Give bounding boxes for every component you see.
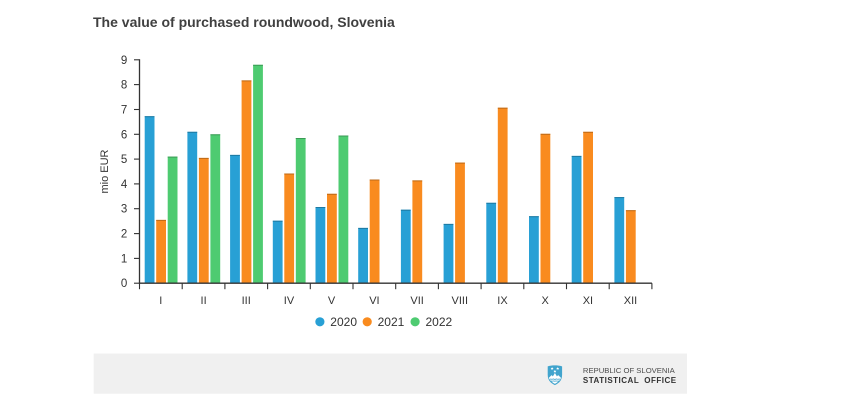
svg-text:VII: VII [410,295,423,307]
svg-text:5: 5 [121,154,127,166]
svg-text:II: II [201,295,207,307]
svg-text:REPUBLIC OF SLOVENIA: REPUBLIC OF SLOVENIA [583,366,676,375]
svg-text:6: 6 [121,129,127,141]
svg-text:1: 1 [121,253,127,265]
svg-text:4: 4 [121,179,128,191]
svg-text:2021: 2021 [378,315,405,329]
svg-text:IX: IX [497,295,508,307]
svg-text:mio EUR: mio EUR [99,149,111,193]
svg-text:VI: VI [369,295,379,307]
svg-text:3: 3 [121,204,127,216]
svg-text:2020: 2020 [330,315,357,329]
svg-text:0: 0 [121,278,127,290]
svg-text:I: I [159,295,162,307]
svg-text:2022: 2022 [426,315,453,329]
svg-text:VIII: VIII [452,295,469,307]
svg-text:7: 7 [121,105,127,117]
svg-text:XII: XII [624,295,637,307]
svg-text:XI: XI [583,295,593,307]
svg-text:2: 2 [121,229,127,241]
svg-text:IV: IV [284,295,295,307]
svg-text:9: 9 [121,55,127,67]
svg-text:V: V [328,295,336,307]
svg-text:8: 8 [121,80,127,92]
svg-text:X: X [542,295,550,307]
svg-text:III: III [242,295,251,307]
svg-text:STATISTICAL OFFICE: STATISTICAL OFFICE [583,376,677,385]
